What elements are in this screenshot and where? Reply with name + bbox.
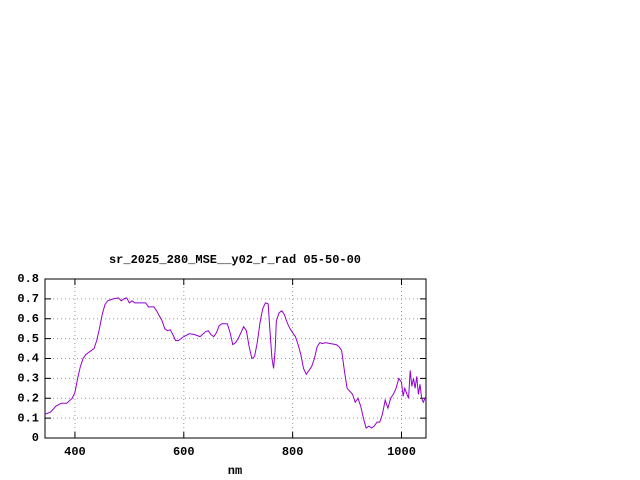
y-tick-label: 0.7 — [17, 292, 39, 306]
data-line — [44, 297, 427, 429]
y-tick-label: 0.4 — [17, 352, 39, 366]
chart-title: sr_2025_280_MSE__y02_r_rad 05-50-00 — [109, 253, 361, 267]
y-tick-label: 0.1 — [17, 411, 39, 425]
x-tick-label: 600 — [173, 445, 195, 459]
y-tick-label: 0 — [32, 431, 39, 445]
y-tick-label: 0.8 — [17, 272, 39, 286]
y-tick-label: 0.5 — [17, 332, 39, 346]
x-axis-label: nm — [228, 464, 242, 478]
plot-frame — [44, 278, 427, 439]
y-tick-label: 0.3 — [17, 372, 39, 386]
x-tick-label: 1000 — [387, 445, 416, 459]
y-tick-label: 0.6 — [17, 312, 39, 326]
y-tick-label: 0.2 — [17, 391, 39, 405]
x-tick-label: 400 — [64, 445, 86, 459]
x-tick-label: 800 — [282, 445, 304, 459]
